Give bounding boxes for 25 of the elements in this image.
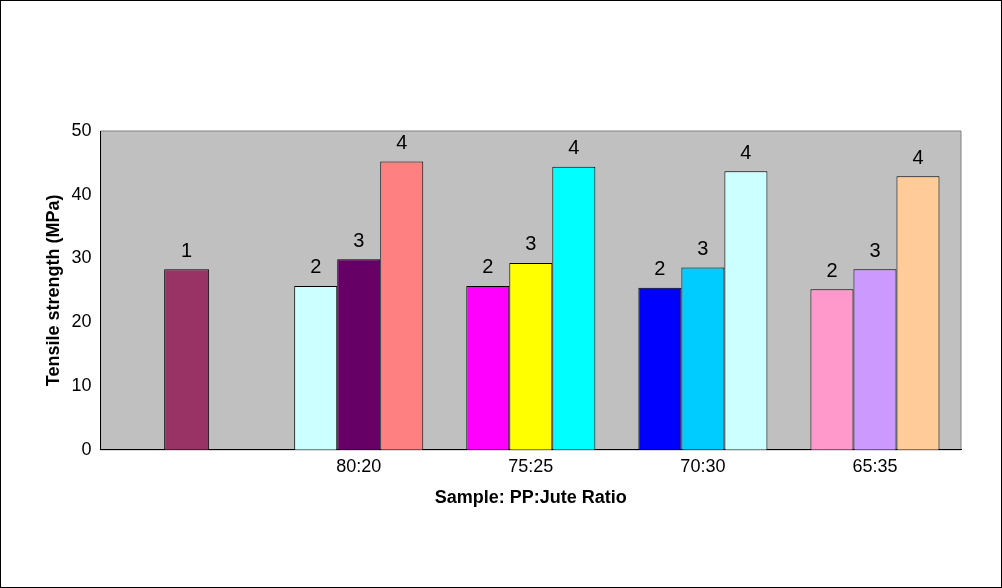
text: 4 <box>568 136 580 159</box>
y-tick-label: 10 <box>71 375 92 396</box>
text: 2 <box>482 255 494 278</box>
text: 3 <box>697 236 709 259</box>
y-tick-label: 30 <box>71 247 92 268</box>
text: 2 <box>826 258 838 281</box>
text: 4 <box>912 145 924 168</box>
series-label: 2 <box>654 257 666 280</box>
y-tick-label: 0 <box>81 438 92 459</box>
series-label: 4 <box>396 131 408 154</box>
series-label: 1 <box>181 238 193 261</box>
text: 2 <box>310 255 322 278</box>
series-label: 3 <box>525 232 537 255</box>
x-tick-label: 80:20 <box>336 455 382 476</box>
y-tick-label: 40 <box>71 183 92 204</box>
text: 4 <box>740 140 752 163</box>
text: 3 <box>353 228 365 251</box>
y-tick-label: 50 <box>71 119 92 140</box>
x-axis-title: Sample: PP:Jute Ratio <box>434 487 627 508</box>
y-tick-label: 20 <box>71 311 92 332</box>
y-axis-title: Tensile strength (MPa) <box>42 194 63 387</box>
x-tick-label: 75:25 <box>508 455 554 476</box>
x-tick-label: 70:30 <box>680 455 726 476</box>
x-tick-label: 65:35 <box>852 455 898 476</box>
text: 3 <box>869 238 881 261</box>
